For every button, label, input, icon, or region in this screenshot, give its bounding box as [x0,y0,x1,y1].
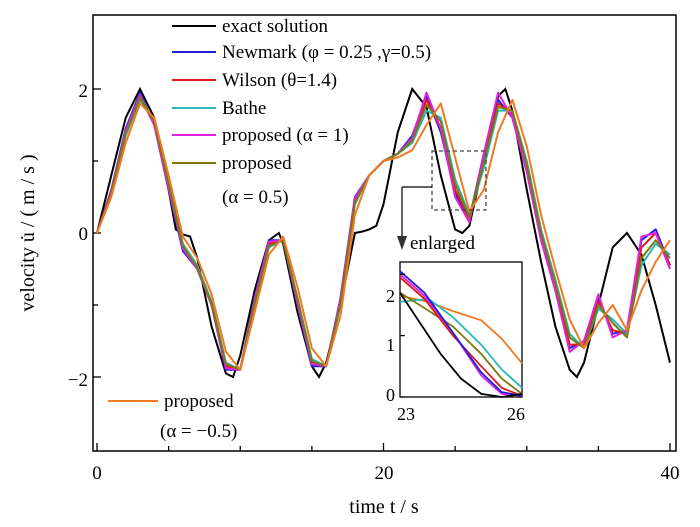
legend-label-newmark: Newmark (φ = 0.25 ,γ=0.5) [222,42,431,63]
inset-y-tick-0: 0 [386,385,395,405]
legend-label-wilson: Wilson (θ=1.4) [222,70,337,91]
inset-series-group [399,270,523,398]
inset-series-3 [399,276,523,397]
y-axis-label: velocity u̇ / ( m / s ) [17,154,39,311]
y-tick-2: 2 [79,81,89,102]
x-tick-40: 40 [661,463,680,484]
legend-label-exact: exact solution [222,16,329,37]
inset-series-6 [399,292,523,398]
legend-label-proposed-am05-line1: proposed [164,391,234,412]
inset-x-tick-26: 26 [507,404,525,424]
legend: exact solution Newmark (φ = 0.25 ,γ=0.5)… [108,16,431,442]
legend-label-proposed-a05-line2: (α = 0.5) [222,187,289,208]
legend-label-proposed-am05-line2: (α = −0.5) [160,421,237,442]
legend-label-proposed-a05-line1: proposed [222,153,292,174]
y-tick-0: 0 [79,224,89,245]
series-exact-solution [96,86,671,379]
enlarged-arrow-head [397,236,407,250]
x-tick-20: 20 [375,463,394,484]
y-tick-neg2: −2 [68,370,88,391]
legend-label-bathe: Bathe [222,98,266,119]
x-tick-0: 0 [92,463,102,484]
legend-label-proposed-a1: proposed (α = 1) [222,125,349,146]
inset-y-tick-1: 1 [386,335,395,355]
zoom-region-box [431,150,487,211]
inset-frame [399,261,523,398]
inset-series-0 [399,294,523,364]
inset-ticks [400,273,405,398]
series-6 [96,98,671,371]
inset-series-2 [399,291,523,395]
inset-series-5 [399,270,523,397]
enlarged-annotation: enlarged [410,233,476,254]
x-axis-label: time t / s [349,496,419,518]
inset-y-tick-2: 2 [386,286,395,306]
series-group [96,86,671,379]
inset-x-tick-23: 23 [397,404,415,424]
